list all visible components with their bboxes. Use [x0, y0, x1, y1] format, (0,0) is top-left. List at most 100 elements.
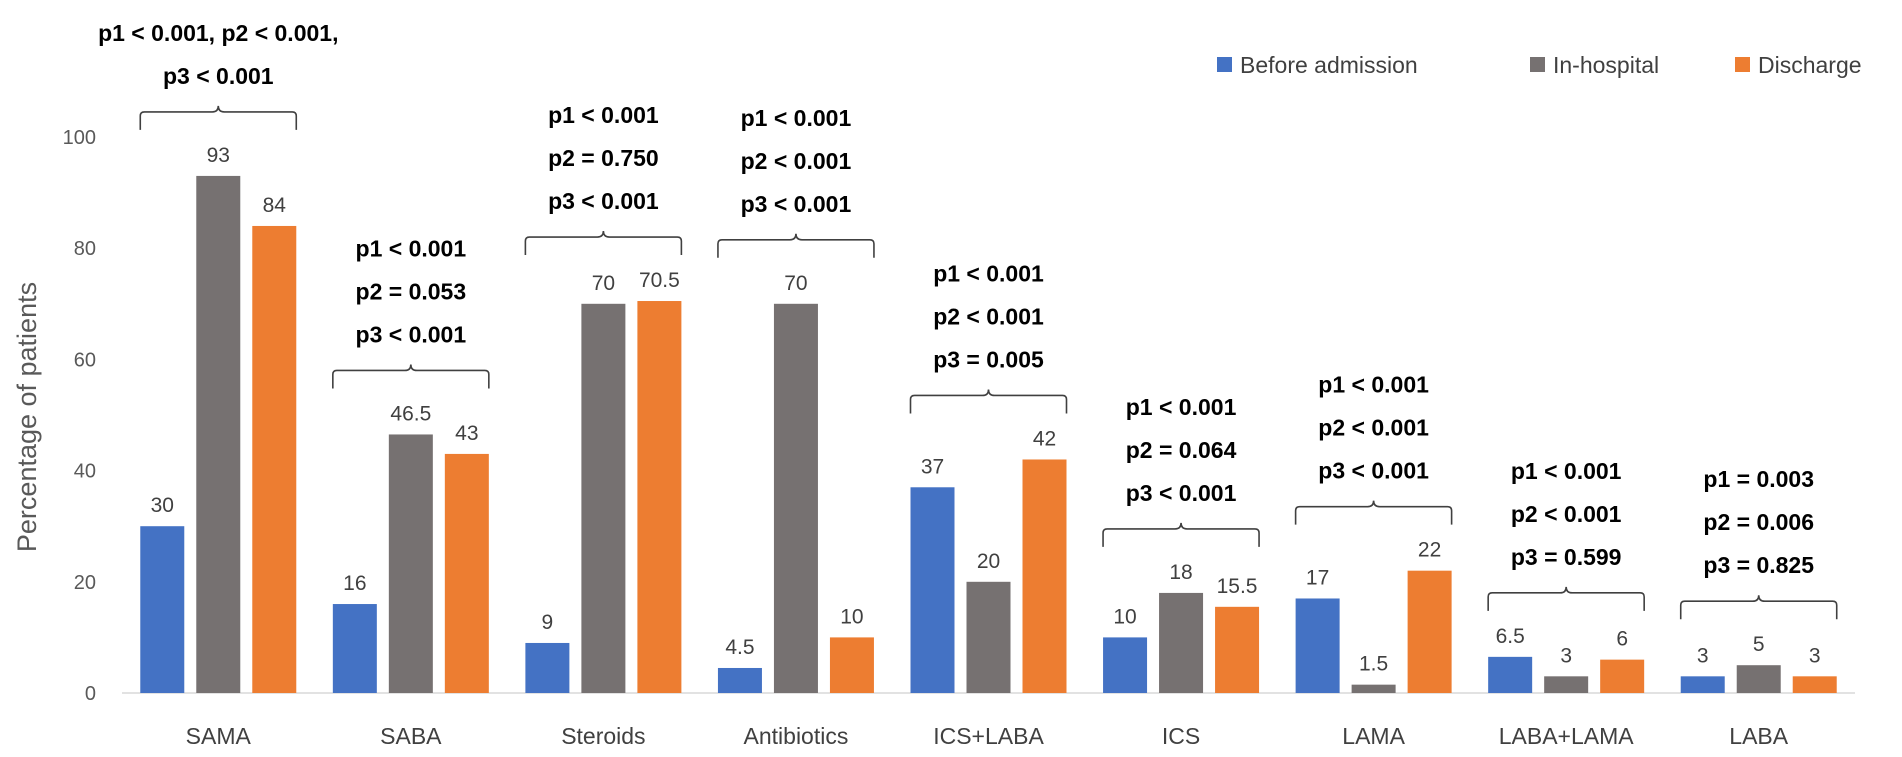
p-value-line: p1 < 0.001	[741, 105, 852, 131]
bar	[196, 175, 241, 694]
bar	[1680, 676, 1725, 693]
data-label: 84	[263, 194, 287, 217]
y-tick-label: 20	[74, 572, 96, 594]
p-value-line: p3 = 0.599	[1511, 544, 1622, 570]
y-tick-label: 80	[74, 238, 96, 260]
p-value-line: p1 < 0.001	[1126, 394, 1237, 420]
p-value-line: p1 < 0.001	[548, 102, 659, 128]
data-label: 42	[1033, 427, 1056, 450]
data-label: 46.5	[390, 402, 431, 425]
legend-label: Discharge	[1758, 52, 1862, 78]
bar	[829, 637, 874, 693]
bar	[1295, 598, 1340, 693]
data-label: 18	[1169, 561, 1192, 584]
significance-brace	[1294, 500, 1453, 525]
legend-swatch	[1217, 57, 1232, 72]
data-label: 30	[151, 494, 174, 517]
data-labels: 30 93 84 16 46.5 43 9 70 70.5 4.5 70 10 37 20 42 10 18 15…	[151, 144, 1821, 676]
p-value-line: p3 < 0.001	[1126, 480, 1237, 506]
p-value-line: p3 < 0.001	[1318, 458, 1429, 484]
significance-brace	[1102, 522, 1260, 547]
p-value-line: p1 = 0.003	[1703, 466, 1814, 492]
bar	[1488, 656, 1533, 693]
category-label: Steroids	[561, 723, 645, 749]
category-labels: SAMA SABA Steroids Antibiotics ICS+LABA ICS LA…	[186, 723, 1789, 749]
legend: Before admission In-hospital Discharge	[1217, 52, 1862, 78]
data-label: 70	[592, 272, 615, 295]
bar	[388, 434, 433, 693]
p-value-line: p3 = 0.825	[1703, 552, 1814, 578]
category-label: Antibiotics	[744, 723, 849, 749]
data-label: 5	[1753, 633, 1765, 656]
p-value-line: p2 = 0.064	[1126, 437, 1237, 463]
p-value-line: p2 = 0.053	[356, 278, 467, 304]
bar	[444, 453, 489, 693]
p-value-annotations: p1 < 0.001, p2 < 0.001, p3 < 0.001 p1 < 0.…	[98, 20, 1814, 578]
p-value-line: p3 < 0.001	[163, 63, 274, 89]
data-label: 15.5	[1217, 575, 1258, 598]
p-value-line: p1 < 0.001	[356, 235, 467, 261]
data-label: 37	[921, 455, 944, 478]
bar	[1407, 570, 1452, 693]
legend-swatch	[1735, 57, 1750, 72]
significance-brace	[332, 364, 490, 389]
category-label: ICS	[1162, 723, 1200, 749]
legend-label: In-hospital	[1553, 52, 1659, 78]
bar	[581, 303, 626, 693]
data-label: 70.5	[639, 269, 680, 292]
p-value-line: p3 = 0.005	[933, 346, 1044, 372]
p-value-line: p2 < 0.001	[741, 148, 852, 174]
bar	[1351, 684, 1396, 693]
category-label: LABA	[1729, 723, 1788, 749]
bar	[1736, 665, 1781, 693]
data-label: 20	[977, 550, 1000, 573]
legend-swatch	[1530, 57, 1545, 72]
bar	[910, 487, 955, 693]
y-tick-label: 60	[74, 349, 96, 371]
significance-brace	[1679, 595, 1838, 620]
bars	[140, 175, 1837, 694]
category-label: SABA	[380, 723, 442, 749]
bar	[637, 301, 682, 693]
p-value-line: p2 < 0.001	[1318, 415, 1429, 441]
y-axis-ticks: 0 20 40 60 80 100	[63, 127, 96, 705]
bar	[1215, 606, 1260, 693]
y-tick-label: 40	[74, 461, 96, 483]
category-label: ICS+LABA	[933, 723, 1044, 749]
bar	[140, 526, 185, 693]
data-label: 10	[840, 605, 863, 628]
bar	[1544, 676, 1589, 693]
bar	[1792, 676, 1837, 693]
significance-brace	[524, 230, 683, 256]
p-value-line: p3 < 0.001	[356, 321, 467, 347]
data-label: 9	[542, 611, 554, 634]
p-value-line: p1 < 0.001	[1318, 372, 1429, 398]
data-label: 4.5	[725, 636, 754, 659]
p-value-line: p2 = 0.750	[548, 145, 659, 171]
category-label: LABA+LAMA	[1499, 723, 1635, 749]
p-value-line: p1 < 0.001	[933, 260, 1044, 286]
data-label: 43	[455, 422, 478, 445]
p-value-line: p2 < 0.001	[1511, 501, 1622, 527]
y-axis-label: Percentage of patients	[12, 282, 42, 552]
data-label: 70	[784, 272, 807, 295]
significance-brace	[1487, 586, 1645, 611]
y-axis-title: Percentage of patients	[12, 282, 42, 552]
p-value-line: p1 < 0.001, p2 < 0.001,	[98, 20, 338, 46]
bar	[1159, 592, 1204, 693]
y-tick-label: 0	[85, 683, 96, 705]
p-value-line: p2 < 0.001	[933, 303, 1044, 329]
data-label: 3	[1809, 644, 1821, 667]
significance-brace	[909, 389, 1068, 414]
category-label: LAMA	[1342, 723, 1405, 749]
bar	[966, 581, 1011, 693]
p-value-line: p2 = 0.006	[1703, 509, 1814, 535]
data-label: 10	[1113, 605, 1136, 628]
bar	[1600, 659, 1645, 693]
category-label: SAMA	[186, 723, 252, 749]
data-label: 16	[343, 572, 366, 595]
data-label: 6.5	[1496, 625, 1525, 648]
data-label: 3	[1697, 644, 1709, 667]
data-label: 6	[1616, 628, 1628, 651]
